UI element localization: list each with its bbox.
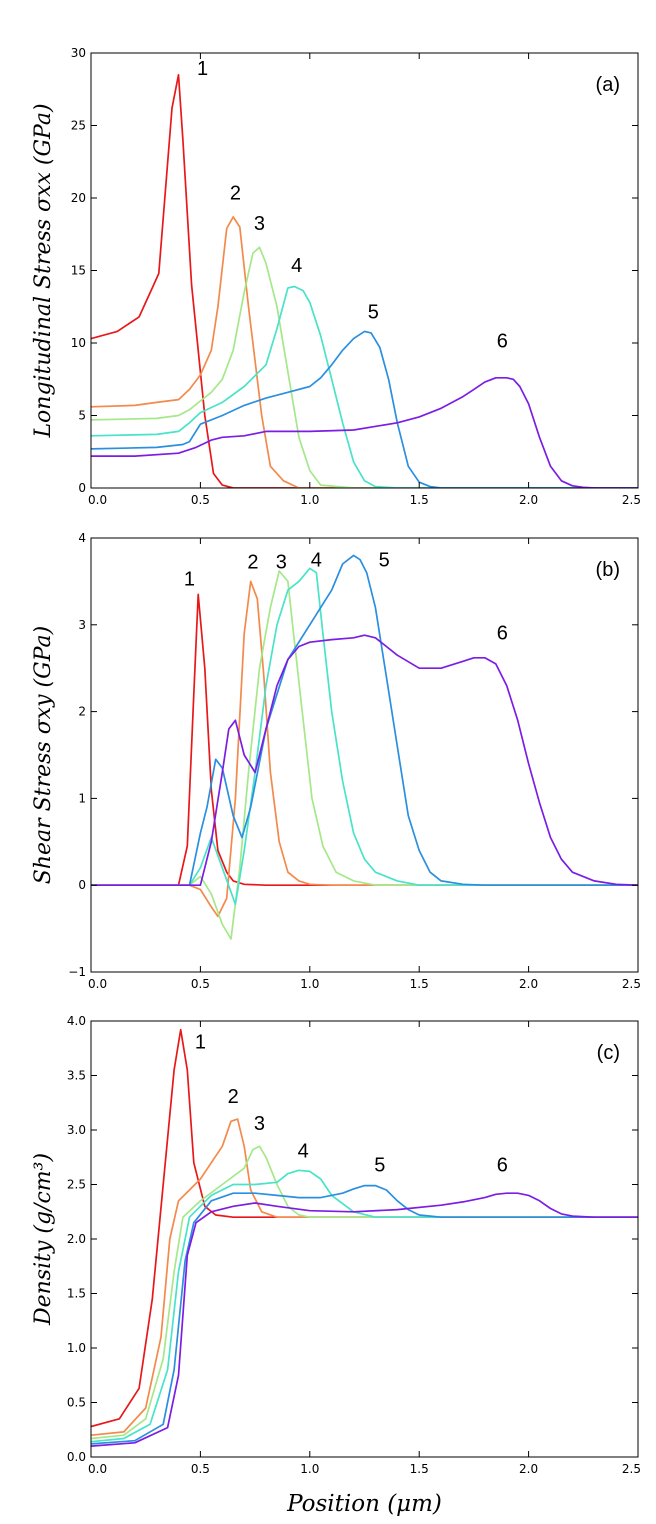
- curve-annotation-1: 1: [184, 569, 195, 591]
- y-tick-label: 4: [78, 531, 86, 545]
- curve-annotation-4: 4: [311, 550, 322, 572]
- y-tick-label: −1: [68, 965, 86, 979]
- curve-annotation-6: 6: [497, 1154, 508, 1176]
- x-tick-label: 1.5: [410, 977, 429, 991]
- y-tick-label: 5: [78, 409, 86, 423]
- curve-annotation-2: 2: [247, 551, 258, 573]
- series-line-2: [91, 1118, 638, 1437]
- panel-label: (a): [596, 74, 620, 96]
- series-line-4: [91, 567, 638, 906]
- x-axis-label: Position (μm): [286, 1491, 442, 1517]
- panel-label: (b): [596, 559, 620, 581]
- y-tick-label: 15: [71, 264, 86, 278]
- y-tick-label: 0.5: [67, 1396, 86, 1410]
- series-line-4: [91, 1169, 638, 1443]
- x-tick-label: 0.0: [88, 1462, 107, 1476]
- y-tick-label: 25: [71, 119, 86, 133]
- series-line-1: [91, 593, 638, 887]
- x-tick-label: 0.0: [88, 493, 107, 507]
- y-axis-label: Density (g/cm³): [31, 1153, 56, 1326]
- series-line-6: [91, 1192, 638, 1447]
- curve-annotation-5: 5: [368, 301, 379, 323]
- plot-frame: [90, 52, 639, 489]
- y-tick-label: 2.5: [67, 1178, 86, 1192]
- x-tick-label: 2.5: [622, 977, 641, 991]
- series-line-1: [91, 1028, 638, 1428]
- y-tick-label: 10: [71, 336, 86, 350]
- y-axis-label: Longitudinal Stress σxx (GPa): [31, 103, 56, 438]
- panel-3: 0.0 0.5 1.0 1.5 2.0 2.5 0.0 0.5 1.0 1.5 2.0 2.5 3.0 3…: [31, 1014, 641, 1476]
- series-line-2: [91, 580, 638, 918]
- x-tick-label: 1.5: [410, 1462, 429, 1476]
- y-tick-label: 1.5: [67, 1287, 86, 1301]
- series-line-6: [91, 376, 638, 488]
- x-tick-label: 1.0: [300, 977, 319, 991]
- y-tick-label: 20: [71, 191, 86, 205]
- x-tick-label: 2.0: [519, 1462, 538, 1476]
- curve-annotation-4: 4: [291, 255, 302, 277]
- y-tick-label: 0: [78, 481, 86, 495]
- series-line-5: [91, 554, 638, 887]
- series-line-3: [91, 570, 638, 940]
- curve-annotation-3: 3: [254, 213, 265, 235]
- y-tick-label: 3.0: [67, 1123, 86, 1137]
- y-tick-label: 4.0: [67, 1014, 86, 1028]
- curve-annotation-4: 4: [298, 1140, 309, 1162]
- curve-annotation-6: 6: [497, 623, 508, 645]
- x-tick-label: 1.0: [300, 1462, 319, 1476]
- series-line-1: [91, 73, 638, 488]
- y-tick-label: 0.0: [67, 1450, 86, 1464]
- curve-annotation-3: 3: [254, 1113, 265, 1135]
- y-tick-label: 1.0: [67, 1341, 86, 1355]
- curve-annotation-2: 2: [230, 182, 241, 204]
- x-tick-label: 0.0: [88, 977, 107, 991]
- panel-1: 0.0 0.5 1.0 1.5 2.0 2.5051015202530Longitudin…: [31, 46, 641, 507]
- series-line-5: [91, 1184, 638, 1445]
- curve-annotation-1: 1: [195, 1031, 206, 1053]
- curve-annotation-3: 3: [276, 551, 287, 573]
- y-tick-label: 1: [78, 791, 86, 805]
- y-tick-label: 2.0: [67, 1232, 86, 1246]
- series-group: [91, 554, 638, 940]
- y-tick-label: 2: [78, 705, 86, 719]
- x-tick-label: 2.0: [519, 977, 538, 991]
- series-line-5: [91, 330, 638, 488]
- x-tick-label: 0.5: [191, 493, 210, 507]
- curve-annotation-5: 5: [374, 1154, 385, 1176]
- series-line-6: [91, 634, 638, 887]
- panel-label: (c): [597, 1042, 620, 1064]
- series-group: [91, 73, 638, 488]
- x-tick-label: 2.0: [519, 493, 538, 507]
- y-tick-label: 30: [71, 46, 86, 60]
- x-tick-label: 2.5: [622, 1462, 641, 1476]
- plot-frame: [90, 537, 639, 973]
- x-tick-label: 0.5: [191, 977, 210, 991]
- curve-annotation-2: 2: [228, 1086, 239, 1108]
- y-tick-label: 3.5: [67, 1069, 86, 1083]
- series-line-3: [91, 246, 638, 488]
- y-tick-label: 3: [78, 618, 86, 632]
- x-tick-label: 2.5: [622, 493, 641, 507]
- curve-annotation-5: 5: [379, 550, 390, 572]
- x-tick-label: 1.0: [300, 493, 319, 507]
- series-line-3: [91, 1145, 638, 1440]
- curve-annotation-1: 1: [197, 58, 208, 80]
- curve-annotation-6: 6: [497, 330, 508, 352]
- series-line-2: [91, 216, 638, 488]
- series-group: [91, 1028, 638, 1447]
- x-tick-label: 0.5: [191, 1462, 210, 1476]
- y-axis-label: Shear Stress σxy (GPa): [31, 626, 56, 884]
- series-line-4: [91, 285, 638, 488]
- x-tick-label: 1.5: [410, 493, 429, 507]
- y-tick-label: 0: [78, 878, 86, 892]
